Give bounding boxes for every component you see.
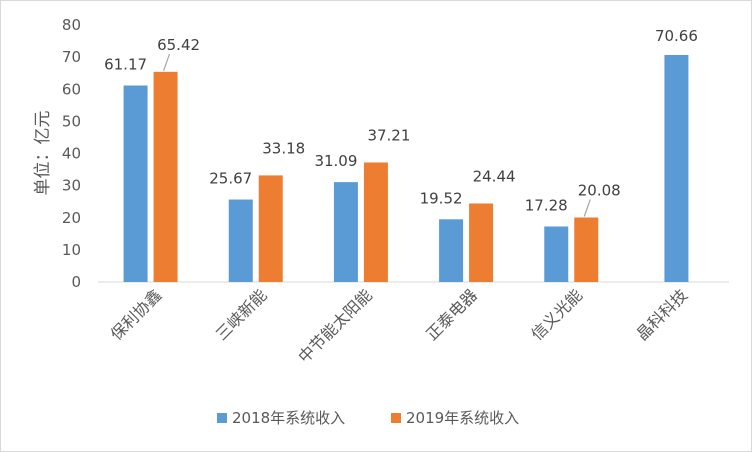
legend-swatch [391,413,401,423]
legend-label: 2018年系统收入 [232,409,345,427]
bar [544,226,569,282]
data-label: 33.18 [262,139,305,157]
bar [439,219,464,282]
bar [333,182,358,282]
data-label: 70.66 [655,27,698,45]
x-tick-label: 保利协鑫 [107,285,166,344]
data-label: 20.08 [578,181,621,199]
bar [469,203,494,282]
y-tick-label: 40 [62,145,81,163]
bar [574,217,599,282]
legend-label: 2019年系统收入 [406,409,519,427]
data-label: 37.21 [367,126,410,144]
bar [363,162,388,282]
data-label: 17.28 [525,196,568,214]
bar [664,55,689,283]
x-tick-label: 正泰电器 [422,285,481,344]
bar [123,85,148,282]
y-tick-label: 0 [71,273,81,291]
y-tick-label: 50 [62,112,81,130]
leader-line [163,53,171,72]
y-tick-label: 30 [62,177,81,195]
y-tick-label: 20 [62,209,81,227]
legend-swatch [217,413,227,423]
legend: 2018年系统收入 2019年系统收入 [217,409,519,427]
y-tick-label: 70 [62,48,81,66]
data-label: 25.67 [209,170,252,188]
bar [228,199,253,282]
y-tick-label: 60 [62,80,81,98]
bar [258,175,283,282]
data-label: 61.17 [104,55,147,73]
data-label: 31.09 [314,152,357,170]
leader-line [583,199,591,217]
x-tick-label: 三峡新能 [212,285,271,344]
y-tick-label: 80 [62,16,81,34]
data-label: 24.44 [473,167,516,185]
data-label: 19.52 [420,189,463,207]
x-tick-label: 中节能太阳能 [294,285,375,366]
x-tick-label: 晶科科技 [633,285,692,344]
data-label: 65.42 [157,36,200,54]
y-axis-label: 单位：亿元 [33,111,53,196]
bar [153,71,178,282]
x-tick-label: 信义光能 [527,285,586,344]
y-tick-label: 10 [62,241,81,259]
